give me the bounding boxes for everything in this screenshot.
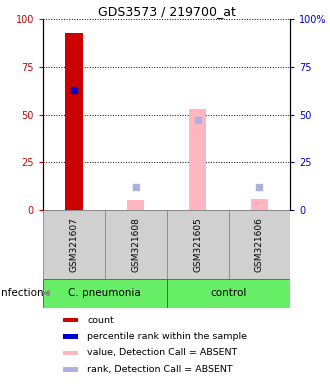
Bar	[105, 210, 167, 279]
Text: rank, Detection Call = ABSENT: rank, Detection Call = ABSENT	[87, 365, 233, 374]
Text: percentile rank within the sample: percentile rank within the sample	[87, 332, 248, 341]
Bar	[63, 318, 78, 323]
Text: GSM321607: GSM321607	[69, 217, 78, 272]
Text: GSM321608: GSM321608	[131, 217, 140, 272]
Bar	[65, 33, 82, 210]
Bar	[228, 210, 290, 279]
Text: infection: infection	[0, 288, 44, 298]
Text: GSM321606: GSM321606	[255, 217, 264, 272]
Bar	[43, 210, 105, 279]
Text: value, Detection Call = ABSENT: value, Detection Call = ABSENT	[87, 348, 238, 358]
Title: GDS3573 / 219700_at: GDS3573 / 219700_at	[98, 5, 236, 18]
Bar	[63, 334, 78, 339]
Bar	[251, 199, 268, 210]
Bar	[167, 279, 290, 308]
Bar	[63, 351, 78, 355]
Text: count: count	[87, 316, 114, 324]
Bar	[189, 109, 206, 210]
Bar	[63, 367, 78, 372]
Bar	[127, 200, 145, 210]
Bar	[167, 210, 228, 279]
Text: control: control	[210, 288, 247, 298]
Text: GSM321605: GSM321605	[193, 217, 202, 272]
Bar	[43, 279, 167, 308]
Text: C. pneumonia: C. pneumonia	[68, 288, 141, 298]
